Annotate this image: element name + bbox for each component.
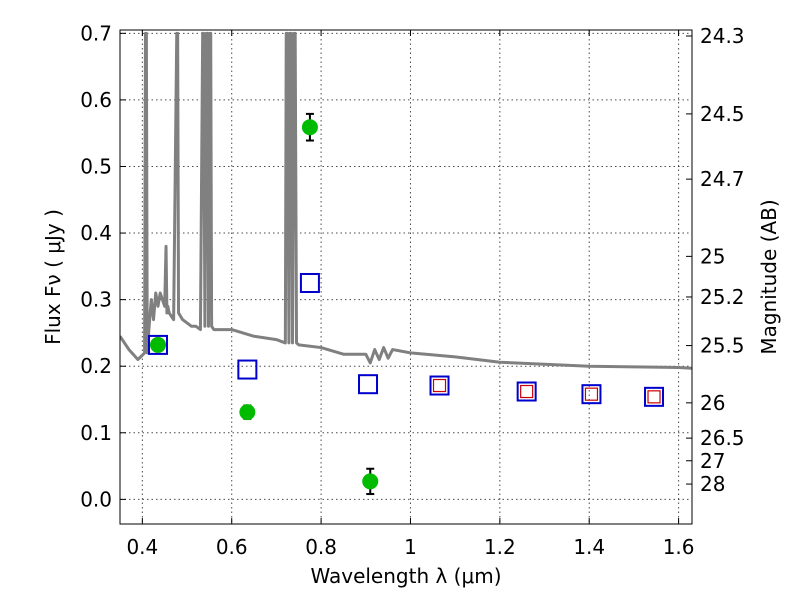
y-axis: 0.0 0.1 0.2 0.3 0.4 0.5 0.6 0.7 bbox=[80, 21, 126, 511]
x-tick-label: 1.2 bbox=[484, 535, 516, 559]
y2-tick-label: 25 bbox=[700, 244, 725, 268]
model-square-inner bbox=[520, 384, 534, 399]
plot-area bbox=[120, 31, 692, 496]
model-square bbox=[358, 374, 379, 395]
plot-frame bbox=[119, 29, 693, 525]
y-tick-label: 0.1 bbox=[80, 421, 112, 445]
model-square bbox=[644, 386, 665, 407]
spectrum-line bbox=[120, 31, 692, 370]
observed-point bbox=[149, 336, 166, 353]
x-tick-label: 0.8 bbox=[305, 535, 337, 559]
y2-tick-label: 27 bbox=[700, 449, 725, 473]
observed-point bbox=[301, 119, 318, 136]
model-square bbox=[429, 375, 450, 396]
y-axis-title: Flux Fν ( μJy ) bbox=[41, 209, 65, 345]
x-tick-label: 1.6 bbox=[663, 535, 695, 559]
x-axis-title: Wavelength λ (μm) bbox=[310, 564, 501, 588]
y-tick-label: 0.3 bbox=[80, 288, 112, 312]
y-tick-label: 0.0 bbox=[80, 487, 112, 511]
y2-tick-label: 24.3 bbox=[700, 24, 745, 48]
model-square-inner bbox=[432, 378, 447, 393]
observed-point bbox=[239, 404, 256, 421]
x-tick-label: 0.4 bbox=[126, 535, 158, 559]
model-square bbox=[237, 359, 258, 380]
y-tick-label: 0.2 bbox=[80, 354, 112, 378]
grid bbox=[120, 30, 692, 524]
model-square bbox=[299, 272, 320, 293]
y2-tick-label: 26.5 bbox=[700, 426, 745, 450]
y2-tick-label: 25.5 bbox=[700, 334, 745, 358]
model-square-inner bbox=[647, 390, 661, 404]
y-tick-label: 0.5 bbox=[80, 154, 112, 178]
model-square bbox=[581, 384, 602, 405]
y-tick-label: 0.7 bbox=[80, 21, 112, 45]
model-square-inner bbox=[584, 387, 599, 401]
model-square bbox=[147, 334, 168, 355]
y2-tick-label: 24.5 bbox=[700, 102, 745, 126]
x-axis: 0.4 0.6 0.8 1 1.2 1.4 1.6 bbox=[126, 30, 695, 559]
x-tick-label: 0.6 bbox=[216, 535, 248, 559]
x-tick-label: 1.4 bbox=[573, 535, 605, 559]
observed-point bbox=[362, 473, 379, 490]
y2-axis-title: Magnitude (AB) bbox=[757, 199, 781, 354]
y-tick-label: 0.6 bbox=[80, 88, 112, 112]
y2-tick-label: 25.2 bbox=[700, 285, 745, 309]
x-tick-label: 1 bbox=[404, 535, 417, 559]
model-square bbox=[516, 381, 537, 402]
y2-tick-label: 28 bbox=[700, 472, 725, 496]
y2-tick-label: 24.7 bbox=[700, 167, 745, 191]
y-tick-label: 0.4 bbox=[80, 221, 112, 245]
y2-tick-label: 26 bbox=[700, 391, 725, 415]
